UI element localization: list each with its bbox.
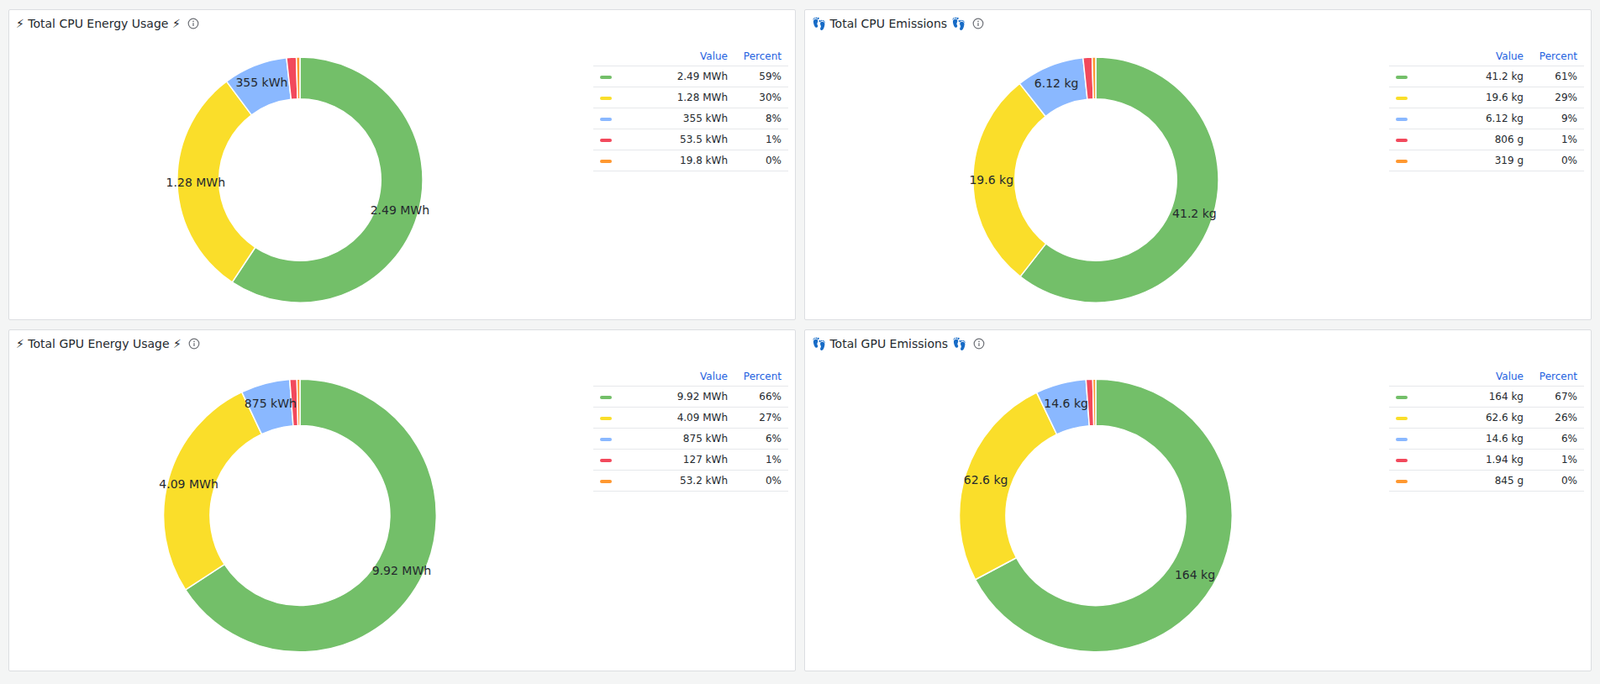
html-text:29%: 29% [1554, 91, 1578, 104]
html-text:355 kWh: 355 kWh [683, 112, 728, 125]
html-text:1.94 kg: 1.94 kg [1485, 453, 1524, 466]
svg-text:9.92 MWh: 9.92 MWh [372, 563, 432, 578]
html-text:0%: 0% [1561, 474, 1578, 487]
html-text:19.6 kg: 19.6 kg [1485, 91, 1524, 104]
html-text:62.6 kg: 62.6 kg [1485, 411, 1524, 424]
svg-text:2.49 MWh: 2.49 MWh [370, 203, 430, 217]
html-text:2.49 MWh: 2.49 MWh [676, 70, 728, 83]
html-text:⚡ Total CPU Energy Usage ⚡: ⚡ Total CPU Energy Usage ⚡ [15, 16, 181, 31]
html-text:8%: 8% [765, 112, 782, 125]
svg-text:875 kWh: 875 kWh [244, 396, 297, 411]
html-text:30%: 30% [759, 91, 782, 104]
html-text:53.2 kWh: 53.2 kWh [679, 474, 728, 487]
html-text:Value: Value [700, 370, 728, 383]
html-text:845 g: 845 g [1494, 474, 1524, 487]
html-text:0%: 0% [1561, 154, 1578, 167]
html-text:👣 Total GPU Emissions 👣: 👣 Total GPU Emissions 👣 [811, 336, 967, 351]
html-text:Value: Value [700, 50, 728, 63]
html-text:Percent: Percent [743, 370, 782, 383]
svg-text:355 kWh: 355 kWh [235, 75, 288, 90]
svg-text:1.28 MWh: 1.28 MWh [166, 175, 226, 190]
html-text:6.12 kg: 6.12 kg [1485, 112, 1524, 125]
html-text:0%: 0% [765, 154, 782, 167]
html-text:875 kWh: 875 kWh [683, 432, 728, 445]
html-text:26%: 26% [1554, 411, 1578, 424]
html-text:164 kg: 164 kg [1488, 390, 1524, 403]
html-text:1.28 MWh: 1.28 MWh [676, 91, 728, 104]
html-text:53.5 kWh: 53.5 kWh [679, 133, 728, 146]
html-text:59%: 59% [759, 70, 782, 83]
html-text:👣 Total CPU Emissions 👣: 👣 Total CPU Emissions 👣 [811, 16, 966, 31]
html-text:Percent: Percent [1539, 370, 1578, 383]
html-text:Value: Value [1495, 50, 1524, 63]
html-text:4.09 MWh: 4.09 MWh [676, 411, 728, 424]
html-text:6%: 6% [1561, 432, 1578, 445]
html-text:14.6 kg: 14.6 kg [1485, 432, 1524, 445]
html-text:19.8 kWh: 19.8 kWh [679, 154, 728, 167]
html-text:41.2 kg: 41.2 kg [1485, 70, 1524, 83]
html-text:1%: 1% [765, 133, 782, 146]
html-text:27%: 27% [759, 411, 782, 424]
html-text:9.92 MWh: 9.92 MWh [676, 390, 728, 403]
svg-text:4.09 MWh: 4.09 MWh [158, 477, 218, 491]
svg-text:14.6 kg: 14.6 kg [1043, 396, 1089, 411]
html-text:Percent: Percent [1539, 50, 1578, 63]
svg-text:41.2 kg: 41.2 kg [1172, 206, 1217, 221]
html-text:66%: 66% [759, 390, 782, 403]
html-text:1%: 1% [765, 453, 782, 466]
svg-text:19.6 kg: 19.6 kg [968, 173, 1014, 187]
html-text:1%: 1% [1561, 133, 1578, 146]
svg-text:164 kg: 164 kg [1174, 568, 1216, 582]
html-text:1%: 1% [1561, 453, 1578, 466]
html-text:Value: Value [1495, 370, 1524, 383]
html-text:Percent: Percent [743, 50, 782, 63]
html-text:9%: 9% [1561, 112, 1578, 125]
html-text:319 g: 319 g [1494, 154, 1524, 167]
html-text:67%: 67% [1554, 390, 1578, 403]
html-text:806 g: 806 g [1494, 133, 1524, 146]
html-text:127 kWh: 127 kWh [683, 453, 728, 466]
html-text:⚡ Total GPU Energy Usage ⚡: ⚡ Total GPU Energy Usage ⚡ [15, 336, 182, 351]
html-text:0%: 0% [765, 474, 782, 487]
html-text:6%: 6% [765, 432, 782, 445]
svg-text:62.6 kg: 62.6 kg [963, 473, 1009, 487]
svg-text:6.12 kg: 6.12 kg [1034, 76, 1079, 90]
html-text:61%: 61% [1554, 70, 1578, 83]
